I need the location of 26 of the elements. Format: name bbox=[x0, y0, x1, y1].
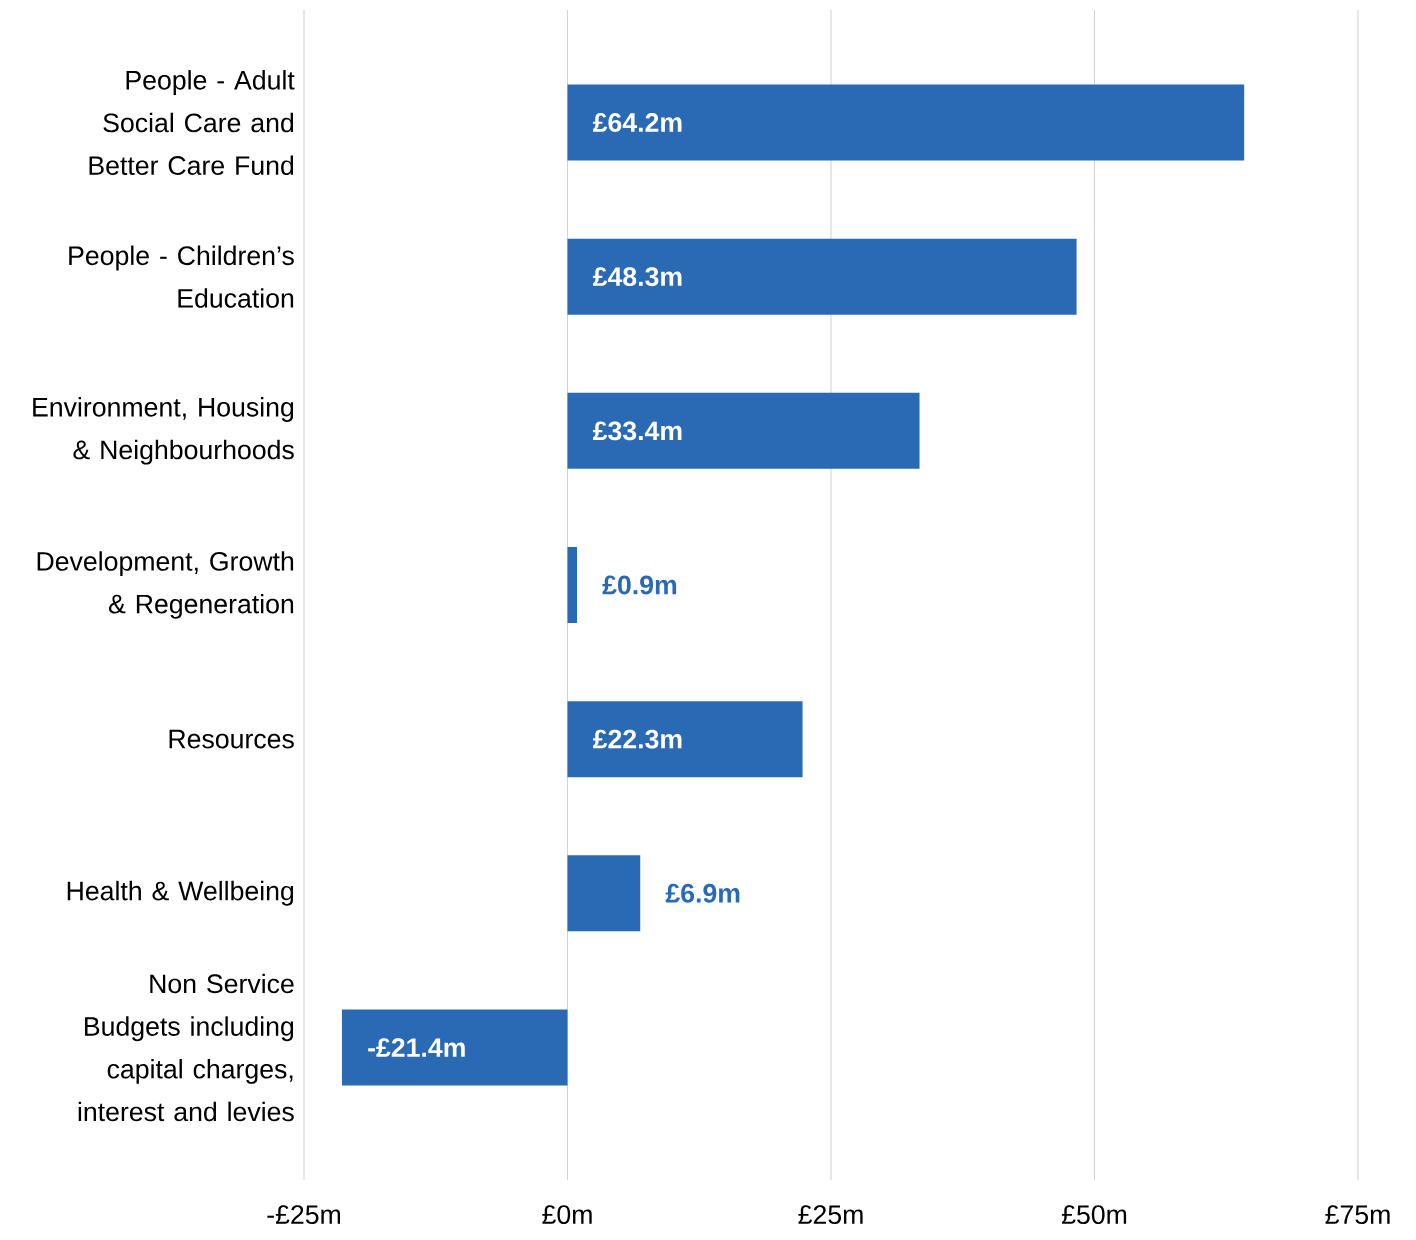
bar bbox=[567, 392, 920, 469]
data-label: -£21.4m bbox=[368, 1038, 465, 1057]
y-tick-label: Health & Wellbeing bbox=[67, 880, 294, 906]
bar bbox=[567, 855, 641, 932]
y-tick-label: Development, Growth & Regeneration bbox=[37, 551, 294, 619]
bar bbox=[567, 84, 1245, 161]
y-tick-label: People - Adult Social Care and Better Care Fund bbox=[89, 70, 295, 175]
y-tick-label: People - Children’s Education bbox=[69, 245, 294, 308]
x-tick-label: £75m bbox=[1325, 1205, 1390, 1225]
bar bbox=[567, 238, 1077, 315]
y-tick-label: Non Service Budgets including capital charges, interest and levies bbox=[78, 973, 294, 1122]
y-tick-label: Environment, Housing & Neighbourhoods bbox=[33, 397, 294, 465]
data-label: £64.2m bbox=[592, 113, 682, 132]
x-tick-label: £25m bbox=[798, 1205, 863, 1225]
bar bbox=[567, 701, 803, 778]
x-tick-label: £50m bbox=[1061, 1205, 1127, 1225]
x-tick-label: -£25m bbox=[267, 1205, 341, 1225]
x-tick-label: £0m bbox=[542, 1205, 592, 1225]
data-label: £48.3m bbox=[592, 267, 682, 287]
y-tick-label: Resources bbox=[169, 729, 294, 749]
data-label: £6.9m bbox=[665, 883, 740, 903]
data-label: £33.4m bbox=[592, 421, 682, 441]
bar bbox=[341, 1009, 568, 1086]
data-label: £0.9m bbox=[602, 575, 677, 595]
bar bbox=[567, 546, 577, 623]
data-label: £22.3m bbox=[592, 729, 682, 749]
